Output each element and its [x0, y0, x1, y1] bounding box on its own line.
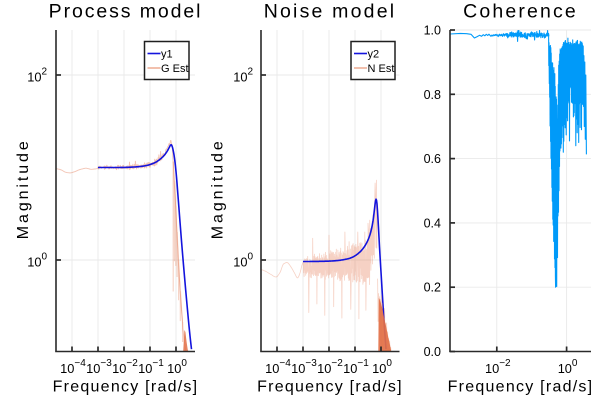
svg-text:Coherence: Coherence — [463, 1, 578, 23]
svg-text:0.4: 0.4 — [424, 216, 441, 230]
svg-text:G Est: G Est — [161, 63, 189, 75]
svg-text:N Est: N Est — [368, 63, 395, 75]
svg-text:y1: y1 — [161, 49, 173, 61]
svg-text:Frequency [rad/s]: Frequency [rad/s] — [53, 379, 199, 396]
svg-text:0.8: 0.8 — [424, 88, 441, 102]
svg-text:Noise model: Noise model — [264, 1, 397, 23]
svg-text:Process model: Process model — [49, 1, 203, 23]
svg-text:Magnitude: Magnitude — [210, 138, 227, 239]
svg-text:Frequency [rad/s]: Frequency [rad/s] — [448, 379, 594, 396]
svg-text:1.0: 1.0 — [424, 24, 441, 38]
svg-text:0.0: 0.0 — [424, 345, 441, 359]
svg-text:y2: y2 — [368, 49, 380, 61]
svg-text:Magnitude: Magnitude — [15, 138, 32, 239]
svg-text:0.6: 0.6 — [424, 152, 441, 166]
svg-text:0.2: 0.2 — [424, 281, 441, 295]
svg-text:Frequency [rad/s]: Frequency [rad/s] — [257, 379, 403, 396]
